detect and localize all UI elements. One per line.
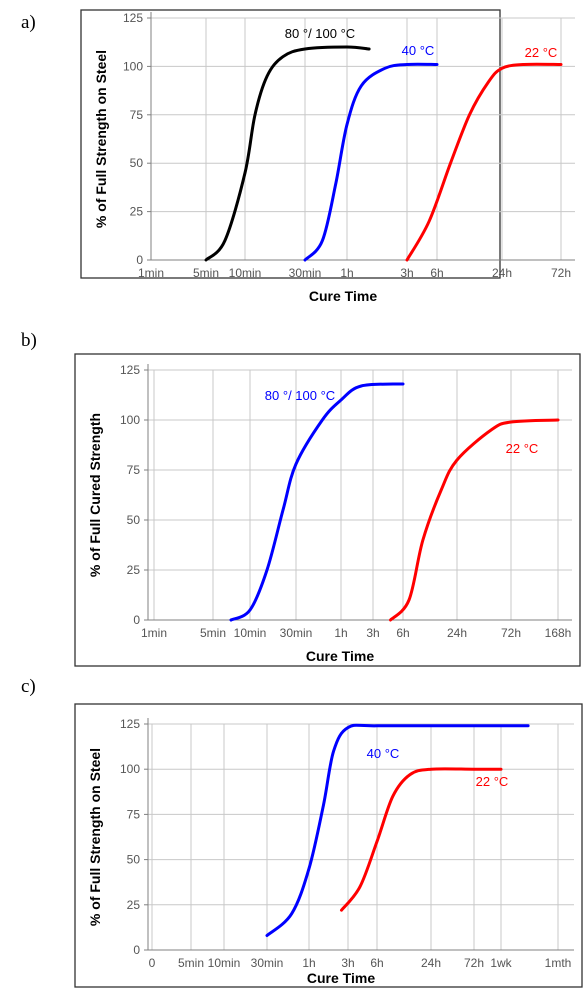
series-line-22-c xyxy=(389,418,560,622)
x-axis-title: Cure Time xyxy=(307,970,375,986)
y-tick-label: 25 xyxy=(130,205,144,219)
y-tick-label: 75 xyxy=(127,463,141,477)
x-tick-label: 72h xyxy=(551,266,571,280)
series-label-40-c: 40 °C xyxy=(402,43,435,58)
y-tick-label: 100 xyxy=(123,59,143,73)
x-tick-label: 1h xyxy=(302,956,315,970)
y-tick-label: 50 xyxy=(127,513,141,527)
y-tick-label: 25 xyxy=(127,898,141,912)
series-line-40-c xyxy=(303,62,439,262)
series-line-22-c xyxy=(405,62,563,262)
x-tick-label: 10min xyxy=(208,956,241,970)
x-tick-label: 0 xyxy=(149,956,156,970)
x-tick-label: 72h xyxy=(501,626,521,640)
chart-0: 0 25 50 75 100 125 1min 5min 10min 30min 1h 3h 6h 24h… xyxy=(80,9,575,304)
x-tick-label: 30min xyxy=(289,266,322,280)
chart-frame xyxy=(74,703,583,988)
x-tick-label: 24h xyxy=(447,626,467,640)
x-tick-label: 6h xyxy=(370,956,383,970)
x-tick-label: 1min xyxy=(141,626,167,640)
series-label-80-100-c: 80 °/ 100 °C xyxy=(265,388,335,403)
chart-1: 0 25 50 75 100 125 1min 5min 10min 30min 1h 3h 6h 24h… xyxy=(74,353,581,667)
x-tick-label: 3h xyxy=(366,626,379,640)
x-tick-label: 1h xyxy=(340,266,353,280)
y-tick-label: 50 xyxy=(127,853,141,867)
y-tick-label: 75 xyxy=(127,807,141,821)
y-tick-label: 125 xyxy=(120,717,140,731)
y-tick-label: 0 xyxy=(133,613,140,627)
series-line-22-c xyxy=(340,767,503,912)
y-axis-title: % of Full Cured Strength xyxy=(87,413,103,577)
x-tick-label: 5min xyxy=(178,956,204,970)
y-tick-label: 25 xyxy=(127,563,141,577)
y-tick-label: 75 xyxy=(130,108,144,122)
x-tick-label: 168h xyxy=(545,626,572,640)
panel-letter-c: c) xyxy=(21,676,36,697)
x-tick-label: 6h xyxy=(396,626,409,640)
x-tick-label: 5min xyxy=(193,266,219,280)
y-tick-label: 125 xyxy=(120,363,140,377)
series-label-22-c: 22 °C xyxy=(476,774,509,789)
x-tick-label: 1h xyxy=(334,626,347,640)
y-tick-label: 0 xyxy=(133,943,140,957)
x-tick-label: 1mth xyxy=(545,956,572,970)
y-tick-label: 125 xyxy=(123,11,143,25)
panel-letter-a: a) xyxy=(21,12,36,33)
y-tick-label: 50 xyxy=(130,156,144,170)
x-axis-title: Cure Time xyxy=(309,288,377,304)
panel-letter-b: b) xyxy=(21,330,37,351)
series-label-40-c: 40 °C xyxy=(367,746,400,761)
x-tick-label: 30min xyxy=(251,956,284,970)
series-label-22-c: 22 °C xyxy=(525,45,558,60)
y-axis-title: % of Full Strength on Steel xyxy=(93,50,109,228)
x-tick-label: 1min xyxy=(138,266,164,280)
x-tick-label: 1wk xyxy=(490,956,512,970)
x-tick-label: 24h xyxy=(421,956,441,970)
y-tick-label: 100 xyxy=(120,413,140,427)
series-line-40-c xyxy=(265,723,530,937)
series-line-80-100-c xyxy=(229,382,405,622)
chart-frame xyxy=(74,353,581,667)
x-tick-label: 3h xyxy=(341,956,354,970)
x-tick-label: 3h xyxy=(400,266,413,280)
y-tick-label: 0 xyxy=(136,253,143,267)
series-line-80-100-c xyxy=(204,45,371,262)
x-tick-label: 30min xyxy=(280,626,313,640)
x-tick-label: 72h xyxy=(464,956,484,970)
x-tick-label: 5min xyxy=(200,626,226,640)
x-axis-title: Cure Time xyxy=(306,648,374,664)
series-label-80-100-c: 80 °/ 100 °C xyxy=(285,26,355,41)
x-tick-label: 6h xyxy=(430,266,443,280)
chart-2: 0 25 50 75 100 125 0 5min 10min 30min 1h 3h 6h 24h 72h… xyxy=(74,703,583,988)
series-label-22-c: 22 °C xyxy=(506,441,539,456)
y-tick-label: 100 xyxy=(120,762,140,776)
chart-frame xyxy=(80,9,501,279)
x-tick-label: 24h xyxy=(492,266,512,280)
x-tick-label: 10min xyxy=(229,266,262,280)
x-tick-label: 10min xyxy=(234,626,267,640)
y-axis-title: % of Full Strength on Steel xyxy=(87,748,103,926)
